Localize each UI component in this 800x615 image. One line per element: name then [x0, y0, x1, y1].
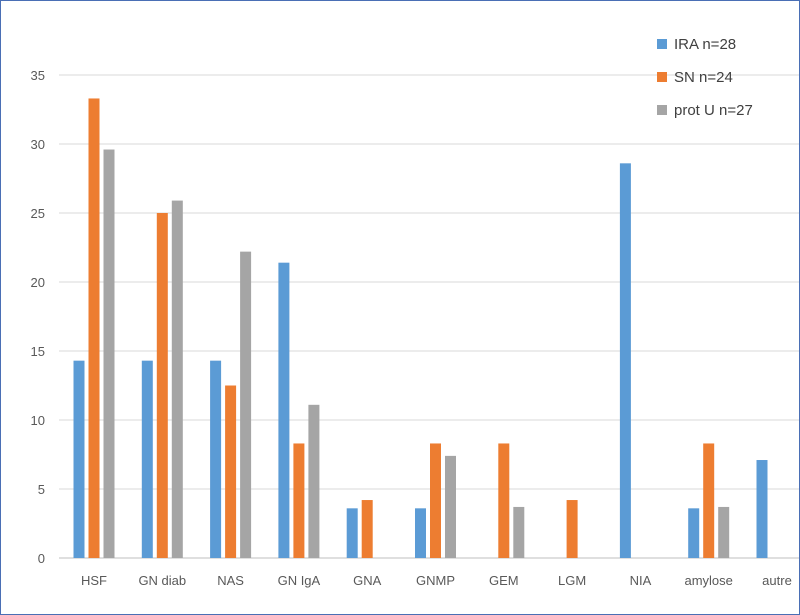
bar	[566, 500, 578, 558]
x-tick-label: GNA	[353, 573, 382, 588]
legend-entry: IRA n=28	[674, 36, 736, 53]
y-tick-label: 25	[31, 206, 45, 221]
legend-swatch	[657, 72, 667, 82]
x-tick-label: GNMP	[416, 573, 455, 588]
bar	[278, 262, 290, 558]
bar	[293, 443, 305, 558]
bar	[88, 98, 100, 559]
bar	[308, 404, 320, 558]
gridlines	[59, 74, 799, 559]
y-axis-ticks: 0 5 10 15 20 25 30 35	[31, 68, 45, 566]
bar	[445, 455, 456, 558]
bar	[225, 385, 237, 558]
bar	[718, 506, 730, 558]
y-tick-label: 20	[31, 275, 45, 290]
x-tick-label: amylose	[684, 573, 732, 588]
x-tick-label: NIA	[630, 573, 652, 588]
legend-entry: SN n=24	[674, 69, 733, 86]
y-tick-label: 5	[38, 482, 45, 497]
bar	[415, 508, 426, 558]
legend: IRA n=28 SN n=24 prot U n=27	[657, 36, 753, 119]
bar	[240, 251, 252, 558]
bar	[361, 500, 373, 558]
bar	[210, 360, 222, 558]
bars	[73, 98, 768, 559]
y-tick-label: 15	[31, 344, 45, 359]
y-tick-label: 30	[31, 137, 45, 152]
bar	[73, 360, 85, 558]
x-tick-label: GN diab	[138, 573, 186, 588]
y-tick-label: 10	[31, 413, 45, 428]
x-tick-label: LGM	[558, 573, 586, 588]
bar	[513, 506, 525, 558]
x-tick-label: NAS	[217, 573, 244, 588]
bar	[141, 360, 153, 558]
legend-entry: prot U n=27	[674, 102, 753, 119]
bar	[346, 508, 358, 558]
bar	[703, 443, 715, 558]
y-tick-label: 0	[38, 551, 45, 566]
x-tick-label: HSF	[81, 573, 107, 588]
legend-swatch	[657, 105, 667, 115]
bar	[430, 443, 441, 558]
x-tick-label: GEM	[489, 573, 519, 588]
bar	[498, 443, 510, 558]
bar	[171, 200, 183, 558]
legend-swatch	[657, 39, 667, 49]
bar	[688, 508, 700, 558]
x-tick-label: autre	[762, 573, 792, 588]
bar	[756, 460, 768, 558]
x-tick-label: GN IgA	[278, 573, 321, 588]
bar	[103, 149, 115, 558]
bar	[619, 163, 631, 558]
bar	[156, 213, 168, 558]
x-axis-ticks: HSF GN diab NAS GN IgA GNA GNMP GEM LGM NIA amylo…	[81, 573, 792, 588]
y-tick-label: 35	[31, 68, 45, 83]
